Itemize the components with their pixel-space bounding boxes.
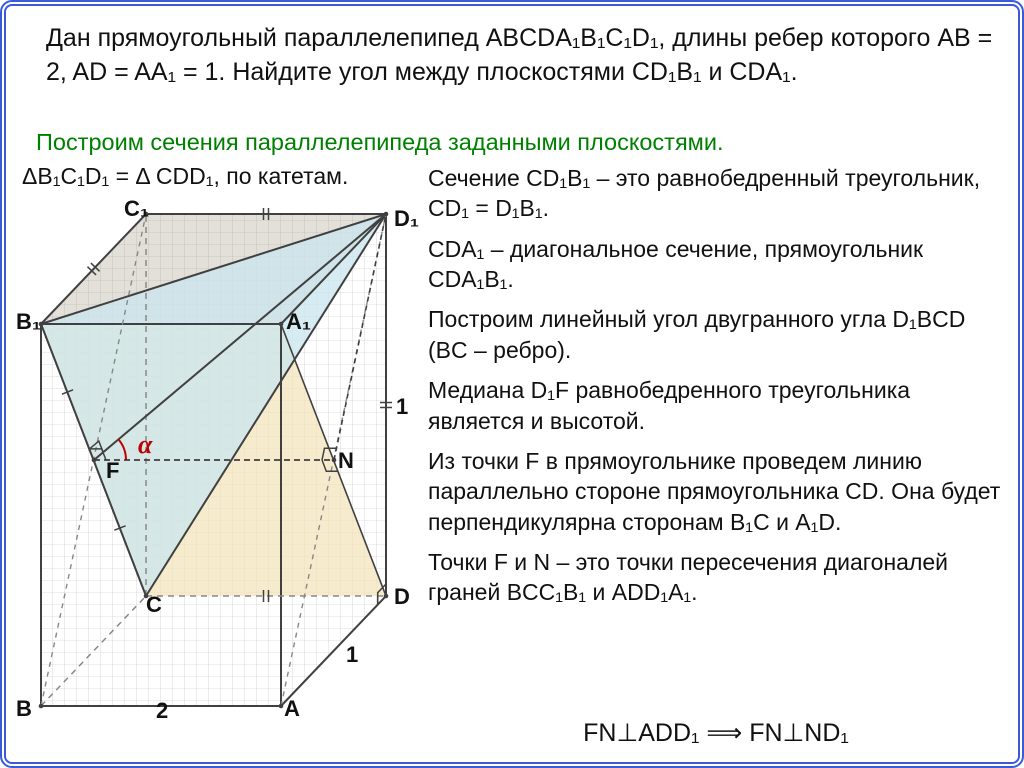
label-D1: D₁ [394, 206, 419, 232]
paragraph: CDA₁ – диагональное сечение, прямоугольн… [428, 234, 1004, 295]
edge-len-2: 2 [156, 698, 168, 724]
label-B: B [16, 696, 32, 722]
edge-len-1a: 1 [346, 642, 358, 668]
label-B1: B₁ [16, 309, 41, 335]
paragraph: Построим линейный угол двугранного угла … [428, 304, 1004, 365]
label-N: N [338, 448, 354, 474]
explanation-column: Сечение CD₁B₁ – это равнобедренный треуг… [428, 163, 1004, 618]
edge-len-1b: 1 [396, 394, 408, 420]
label-C1: C₁ [124, 196, 149, 222]
label-C: C [146, 592, 162, 618]
figure: C₁ D₁ B₁ A₁ F N C D B A 2 1 1 α [16, 196, 424, 726]
problem-text: Дан прямоугольный параллелепипед ABCDA₁B… [46, 22, 994, 90]
paragraph: Сечение CD₁B₁ – это равнобедренный треуг… [428, 163, 1004, 224]
step-text: Построим сечения параллелепипеда заданны… [36, 129, 994, 156]
label-F: F [106, 458, 119, 484]
label-A: A [284, 696, 300, 722]
alpha-label: α [138, 430, 152, 460]
paragraph: Точки F и N – это точки пересечения диаг… [428, 547, 1004, 608]
figure-svg [16, 196, 424, 726]
label-A1: A₁ [286, 309, 311, 335]
paragraph: Из точки F в прямоугольнике проведем лин… [428, 446, 1004, 537]
conclusion-line: FN⊥ADD₁ ⟹ FN⊥ND₁ [428, 718, 1004, 748]
slide: Дан прямоугольный параллелепипед ABCDA₁B… [0, 0, 1024, 768]
paragraph: Медиана D₁F равнобедренного треугольника… [428, 375, 1004, 436]
equation-line: ΔB₁C₁D₁ = Δ CDD₁, по катетам. [22, 163, 348, 190]
label-D: D [394, 584, 410, 610]
